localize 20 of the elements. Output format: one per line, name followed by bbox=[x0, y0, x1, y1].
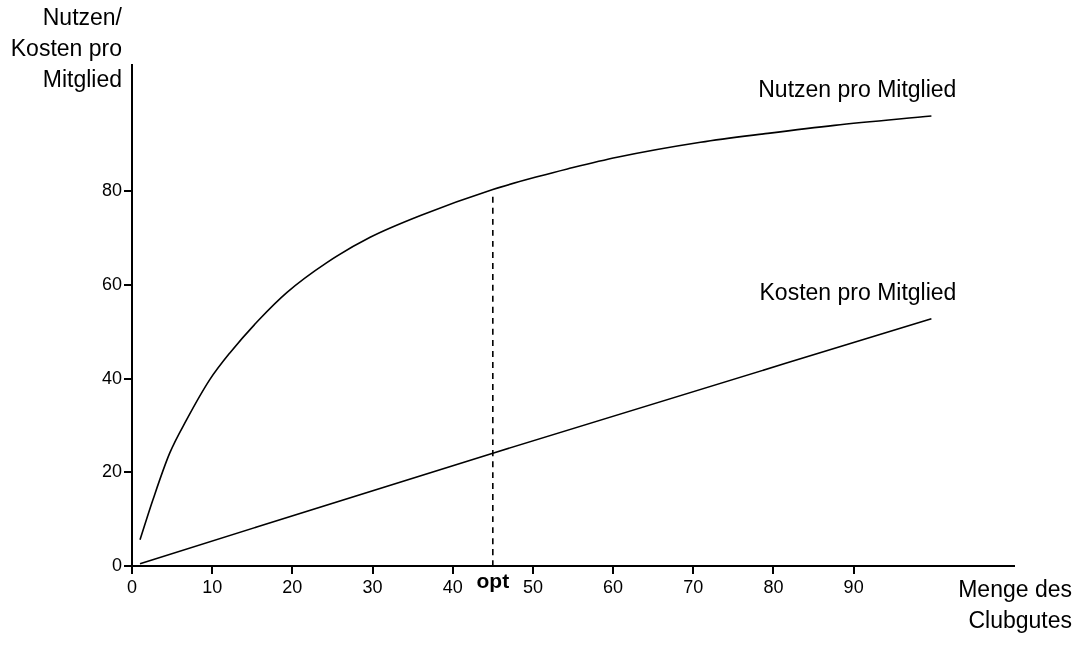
x-axis-title: Menge des Clubgutes bbox=[957, 575, 1072, 635]
y-tick-label: 60 bbox=[101, 274, 122, 295]
x-tick-label: 80 bbox=[763, 576, 784, 597]
y-tick-label: 0 bbox=[111, 554, 122, 575]
x-tick-label: 70 bbox=[683, 576, 704, 597]
x-tick-label: 20 bbox=[282, 576, 303, 597]
annotation: opt bbox=[476, 569, 510, 593]
y-tick-label: 20 bbox=[101, 461, 122, 482]
x-tick-label: 60 bbox=[603, 576, 624, 597]
series-label: Kosten pro Mitglied bbox=[759, 278, 957, 305]
x-tick-label: 30 bbox=[362, 576, 383, 597]
x-tick-label: 90 bbox=[843, 576, 864, 597]
y-axis-title: Nutzen/ Kosten pro Mitglied bbox=[9, 3, 122, 94]
y-tick-label: 80 bbox=[101, 180, 122, 201]
series-label: Nutzen pro Mitglied bbox=[758, 75, 957, 102]
x-tick-label: 50 bbox=[522, 576, 543, 597]
y-tick-label: 40 bbox=[101, 367, 122, 388]
x-tick-label: 0 bbox=[126, 576, 138, 597]
x-tick-label: 10 bbox=[202, 576, 223, 597]
x-tick-label: 40 bbox=[442, 576, 463, 597]
